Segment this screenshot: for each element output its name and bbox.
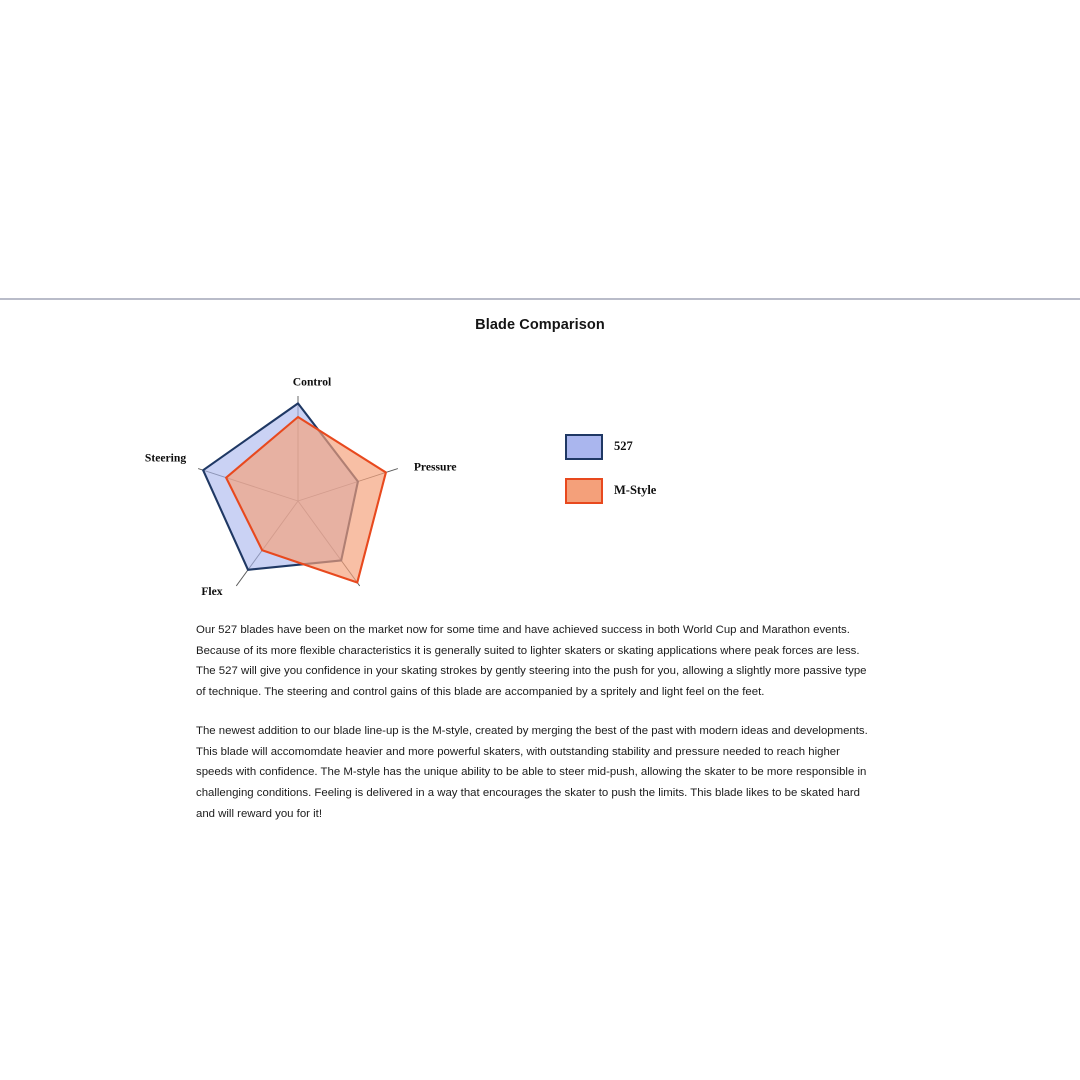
chart-legend: 527 M-Style	[565, 433, 785, 521]
body-copy: Our 527 blades have been on the market n…	[196, 620, 870, 824]
blade-comparison-figure: Blade Comparison ControlPressureStabilit…	[0, 305, 1080, 595]
axis-label-flex: Flex	[201, 585, 222, 595]
legend-label-527: 527	[614, 439, 633, 453]
legend-item-527[interactable]: 527	[565, 433, 785, 460]
radar-series-m-style	[225, 415, 387, 584]
legend-label-m-style: M-Style	[614, 483, 657, 497]
axis-label-pressure: Pressure	[414, 461, 457, 474]
axis-label-steering: Steering	[145, 452, 186, 465]
axis-label-control: Control	[293, 376, 332, 389]
legend-swatch-m-style	[565, 477, 603, 504]
legend-item-m-style[interactable]: M-Style	[565, 477, 785, 504]
radar-chart-svg: ControlPressureStabilityFlexSteering	[145, 376, 457, 595]
figure-title: Blade Comparison	[475, 317, 605, 333]
paragraph-m-style: The newest addition to our blade line-up…	[196, 724, 868, 820]
legend-swatch-527	[565, 433, 603, 460]
header-divider	[0, 298, 1080, 300]
radar-chart: ControlPressureStabilityFlexSteering	[120, 333, 520, 595]
paragraph-527: Our 527 blades have been on the market n…	[196, 624, 867, 699]
